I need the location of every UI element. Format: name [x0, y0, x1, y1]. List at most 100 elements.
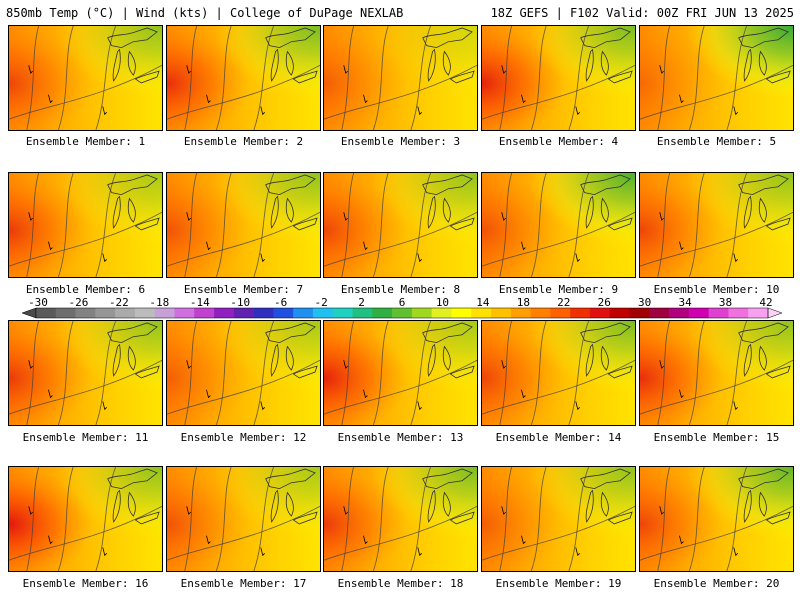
- ensemble-member-label: Ensemble Member: 10: [653, 283, 780, 296]
- colorbar-tick-label: -26: [68, 296, 89, 309]
- header-left-title: 850mb Temp (°C) | Wind (kts) | College o…: [6, 6, 404, 20]
- colorbar-swatch: [75, 308, 96, 318]
- colorbar-swatch: [253, 308, 274, 318]
- ensemble-member-map: [323, 25, 478, 131]
- ensemble-member-label: Ensemble Member: 11: [22, 431, 149, 444]
- colorbar-arrow-right: [767, 307, 782, 319]
- colorbar-swatch: [570, 308, 591, 318]
- colorbar-tick-label: -14: [189, 296, 210, 309]
- ensemble-member-label: Ensemble Member: 4: [498, 135, 619, 148]
- ensemble-member-map: [166, 320, 321, 426]
- colorbar-swatch: [332, 308, 353, 318]
- temperature-colorbar: [22, 307, 782, 319]
- colorbar-swatch: [471, 308, 492, 318]
- ensemble-member-label: Ensemble Member: 18: [337, 577, 464, 590]
- ensemble-member-label: Ensemble Member: 8: [340, 283, 461, 296]
- colorbar-swatch: [214, 308, 235, 318]
- colorbar-swatch: [431, 308, 452, 318]
- colorbar-swatch: [748, 308, 769, 318]
- ensemble-member-map: [166, 466, 321, 572]
- ensemble-member-map: [8, 172, 163, 278]
- colorbar-tick-label: 6: [398, 296, 406, 309]
- colorbar-tick-label: -10: [230, 296, 251, 309]
- ensemble-member-map: [639, 466, 794, 572]
- colorbar-tick-label: 26: [597, 296, 611, 309]
- ensemble-member-map: [481, 320, 636, 426]
- colorbar-swatch: [352, 308, 373, 318]
- colorbar-tick-label: -22: [108, 296, 129, 309]
- colorbar-tick-label: -30: [28, 296, 48, 309]
- ensemble-member-map: [166, 172, 321, 278]
- ensemble-member-map: [8, 466, 163, 572]
- colorbar-swatch: [95, 308, 116, 318]
- header-right-title: 18Z GEFS | F102 Valid: 00Z FRI JUN 13 20…: [490, 6, 794, 20]
- colorbar-swatch: [55, 308, 76, 318]
- colorbar-swatch: [392, 308, 413, 318]
- ensemble-member-map: [639, 25, 794, 131]
- colorbar-arrow-left: [22, 307, 37, 319]
- ensemble-member-label: Ensemble Member: 1: [25, 135, 146, 148]
- colorbar-swatch: [36, 308, 57, 318]
- ensemble-member-label: Ensemble Member: 12: [180, 431, 307, 444]
- ensemble-member-map: [481, 466, 636, 572]
- colorbar-swatch: [293, 308, 314, 318]
- colorbar-tick-label: 18: [516, 296, 530, 309]
- ensemble-member-map: [323, 172, 478, 278]
- ensemble-member-map: [639, 172, 794, 278]
- colorbar-swatch: [233, 308, 254, 318]
- colorbar-swatch: [649, 308, 670, 318]
- ensemble-member-map: [639, 320, 794, 426]
- ensemble-member-label: Ensemble Member: 3: [340, 135, 461, 148]
- ensemble-member-map: [166, 25, 321, 131]
- colorbar-swatch: [372, 308, 393, 318]
- colorbar-tick-label: -6: [274, 296, 288, 309]
- colorbar-swatch: [530, 308, 551, 318]
- colorbar-tick-label: 10: [435, 296, 450, 309]
- colorbar-swatch: [154, 308, 175, 318]
- colorbar-swatch: [589, 308, 611, 318]
- ensemble-member-label: Ensemble Member: 15: [653, 431, 780, 444]
- colorbar-swatch: [411, 308, 432, 318]
- ensemble-member-map: [323, 466, 478, 572]
- colorbar-swatch: [273, 308, 294, 318]
- colorbar-tick-label: -18: [149, 296, 170, 309]
- colorbar-tick-label: -2: [314, 296, 328, 309]
- colorbar-tick-label: 38: [718, 296, 733, 309]
- ensemble-member-map: [8, 320, 163, 426]
- colorbar-swatch: [629, 308, 650, 318]
- colorbar-swatch: [491, 308, 512, 318]
- ensemble-member-label: Ensemble Member: 13: [337, 431, 464, 444]
- colorbar-swatch: [312, 308, 334, 318]
- colorbar-swatch: [451, 308, 472, 318]
- ensemble-member-label: Ensemble Member: 17: [180, 577, 307, 590]
- colorbar-labels: -30 -26 -22 -18 -14 -10 -6 -2 2 6 10 14 18 22 26 30 34 38…: [0, 296, 800, 309]
- colorbar-tick-label: 22: [557, 296, 571, 309]
- colorbar-tick-label: 42: [759, 296, 773, 309]
- ensemble-member-map: [8, 25, 163, 131]
- colorbar-swatch: [609, 308, 630, 318]
- ensemble-member-label: Ensemble Member: 6: [25, 283, 146, 296]
- colorbar-swatch: [510, 308, 531, 318]
- ensemble-member-label: Ensemble Member: 2: [183, 135, 304, 148]
- colorbar-swatch: [194, 308, 215, 318]
- ensemble-member-map: [481, 172, 636, 278]
- ensemble-member-map: [323, 320, 478, 426]
- colorbar-tick-label: 2: [358, 296, 365, 309]
- colorbar-swatch: [688, 308, 709, 318]
- ensemble-member-label: Ensemble Member: 20: [653, 577, 780, 590]
- colorbar-swatch: [669, 308, 690, 318]
- ensemble-member-label: Ensemble Member: 5: [656, 135, 777, 148]
- colorbar-swatch: [115, 308, 136, 318]
- ensemble-member-map: [481, 25, 636, 131]
- ensemble-member-label: Ensemble Member: 9: [498, 283, 619, 296]
- ensemble-member-label: Ensemble Member: 7: [183, 283, 304, 296]
- ensemble-member-label: Ensemble Member: 14: [495, 431, 622, 444]
- colorbar-swatch: [708, 308, 729, 318]
- colorbar-swatch: [550, 308, 571, 318]
- colorbar-tick-label: 34: [678, 296, 692, 309]
- colorbar-swatch: [174, 308, 195, 318]
- ensemble-member-label: Ensemble Member: 19: [495, 577, 622, 590]
- colorbar-tick-label: 14: [476, 296, 490, 309]
- colorbar-tick-label: 30: [638, 296, 652, 309]
